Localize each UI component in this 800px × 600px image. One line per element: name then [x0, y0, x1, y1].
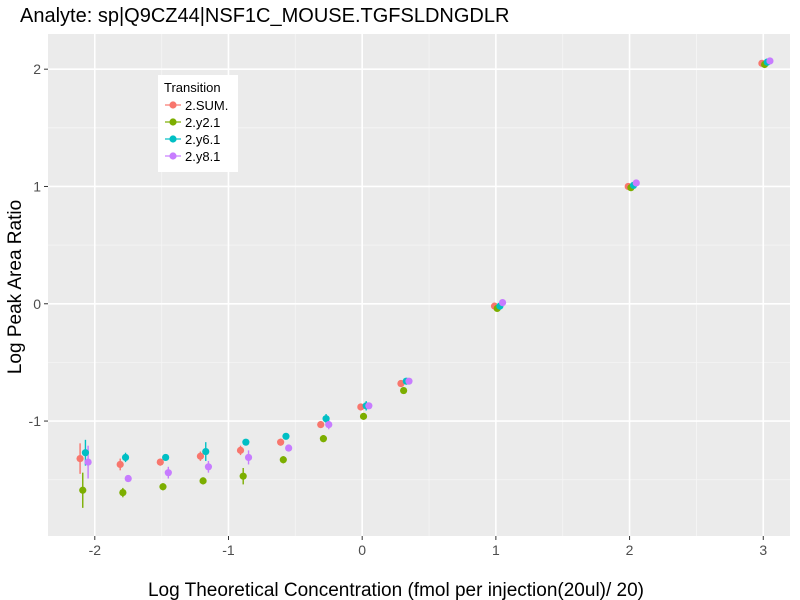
data-point	[236, 446, 245, 454]
legend-label: 2.y8.1	[185, 149, 220, 164]
y-axis: -1 0 1 2	[29, 61, 48, 429]
data-point	[405, 377, 413, 385]
legend-label: 2.y2.1	[185, 115, 220, 130]
legend-key-point	[169, 118, 177, 126]
y-tick-label: 2	[33, 61, 41, 77]
data-point	[357, 403, 365, 411]
y-axis-title: Log Peak Area Ratio	[5, 200, 26, 374]
legend-key-point	[169, 101, 177, 109]
data-point	[119, 489, 127, 497]
x-tick-label: -2	[89, 542, 102, 558]
data-point	[156, 458, 164, 466]
data-point	[116, 460, 124, 469]
data-point	[199, 477, 207, 485]
data-point	[196, 452, 205, 460]
data-point	[317, 420, 325, 429]
y-tick-label: -1	[29, 413, 42, 429]
legend-key-point	[169, 135, 177, 143]
data-point	[322, 415, 330, 423]
x-tick-label: 0	[358, 542, 366, 558]
chart-title: Analyte: sp|Q9CZ44|NSF1C_MOUSE.TGFSLDNGD…	[20, 5, 509, 27]
x-tick-label: 1	[492, 542, 500, 558]
legend-label: 2.y6.1	[185, 132, 220, 147]
data-point	[164, 469, 172, 477]
data-point	[282, 432, 290, 440]
legend-title: Transition	[164, 80, 221, 95]
x-tick-label: 3	[759, 542, 767, 558]
x-tick-label: 2	[626, 542, 634, 558]
data-point	[202, 447, 210, 456]
data-point	[244, 453, 253, 462]
data-point	[359, 412, 368, 420]
y-tick-label: 1	[33, 178, 41, 194]
data-point	[84, 458, 92, 466]
data-point	[76, 454, 84, 463]
data-point	[159, 483, 167, 491]
legend-key-point	[169, 152, 177, 160]
data-point	[279, 456, 287, 464]
y-tick-label: 0	[33, 296, 41, 312]
data-point	[285, 444, 293, 452]
data-points	[76, 57, 774, 497]
x-tick-label: -1	[222, 542, 235, 558]
data-point	[81, 449, 90, 457]
data-point	[498, 298, 507, 307]
data-point	[79, 486, 87, 494]
data-point	[239, 472, 247, 480]
x-axis: -2 -1 0 1 2 3	[89, 536, 767, 558]
data-point	[325, 420, 333, 429]
data-point	[632, 179, 640, 187]
data-point	[162, 453, 170, 462]
data-point	[121, 453, 130, 462]
legend-label: 2.SUM.	[185, 98, 228, 113]
data-point	[277, 438, 285, 446]
data-point	[766, 57, 774, 65]
data-point	[365, 402, 373, 410]
data-point	[204, 463, 213, 471]
data-point	[319, 435, 328, 443]
data-point	[400, 386, 408, 395]
legend: Transition 2.SUM. 2.y2.1 2.y6.1 2.y8.1	[158, 75, 238, 172]
x-axis-title: Log Theoretical Concentration (fmol per …	[148, 580, 644, 600]
data-point	[124, 474, 132, 483]
data-point	[242, 438, 250, 446]
grid-major	[48, 34, 790, 536]
